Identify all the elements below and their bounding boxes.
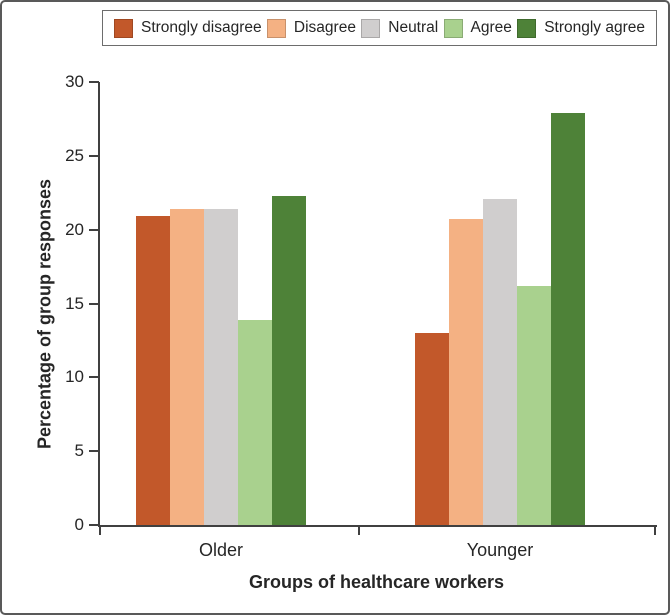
bar-older-strongly-disagree <box>136 216 170 525</box>
x-axis-title: Groups of healthcare workers <box>248 572 505 592</box>
y-tick-mark <box>89 302 99 305</box>
y-tick-mark <box>89 524 99 526</box>
legend-label: Neutral <box>388 19 439 36</box>
legend-swatch-icon <box>443 18 463 38</box>
legend-swatch-icon <box>517 18 537 38</box>
y-tick-mark <box>89 376 99 379</box>
bar-older-disagree <box>170 208 204 525</box>
legend-label: Strongly disagree <box>141 19 262 36</box>
y-tick-mark <box>89 450 99 453</box>
y-tick-label: 15 <box>65 293 84 313</box>
legend-item-strongly-disagree: Strongly disagree <box>114 18 262 38</box>
legend-item-neutral: Neutral <box>361 18 439 38</box>
y-tick-mark <box>89 228 99 231</box>
y-tick-label: 0 <box>74 515 84 534</box>
bar-younger-agree <box>517 285 551 525</box>
x-tick-mark <box>358 525 360 535</box>
bar-older-neutral <box>204 208 238 525</box>
x-axis-line <box>98 525 657 527</box>
y-axis-line <box>98 82 100 527</box>
legend-swatch-icon <box>361 18 381 38</box>
y-tick-label: 10 <box>65 367 84 387</box>
legend-label: Agree <box>470 19 512 36</box>
legend-label: Strongly agree <box>544 19 645 36</box>
y-tick-label: 20 <box>65 219 84 239</box>
bar-younger-disagree <box>449 219 483 525</box>
legend-swatch-icon <box>114 18 133 38</box>
y-tick-label: 30 <box>65 72 84 91</box>
legend-item-strongly-agree: Strongly agree <box>517 18 645 38</box>
bar-younger-strongly-agree <box>551 113 585 525</box>
y-tick-mark <box>89 81 99 83</box>
legend-item-agree: Agree <box>443 18 512 38</box>
category-label-younger: Younger <box>466 540 534 560</box>
bar-younger-neutral <box>483 198 517 525</box>
x-tick-mark <box>99 525 101 535</box>
category-label-older: Older <box>198 540 243 560</box>
y-tick-label: 25 <box>65 145 84 165</box>
bar-older-agree <box>238 319 272 525</box>
bar-younger-strongly-disagree <box>415 333 449 525</box>
bar-older-strongly-agree <box>272 195 306 525</box>
legend-item-disagree: Disagree <box>266 18 356 38</box>
x-tick-mark <box>654 525 656 535</box>
y-tick-label: 5 <box>74 441 84 461</box>
legend-swatch-icon <box>266 18 286 38</box>
y-tick-mark <box>89 154 99 157</box>
legend-label: Disagree <box>293 19 356 36</box>
chart-legend: Strongly disagree Disagree Neutral Agree Str… <box>102 10 657 46</box>
